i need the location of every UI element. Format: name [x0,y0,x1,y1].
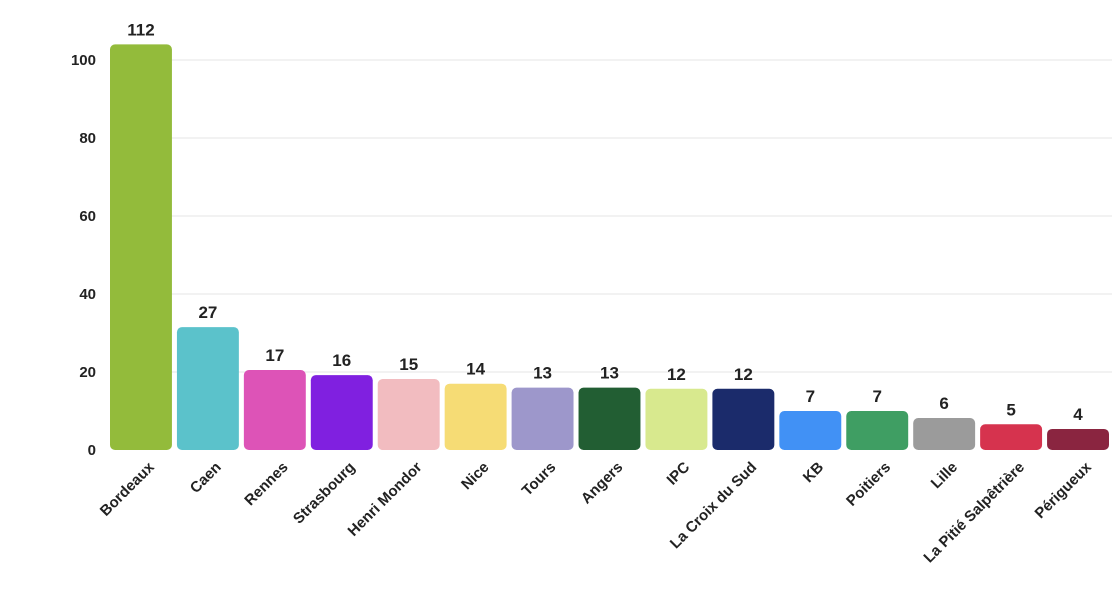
grid [168,59,1112,373]
bar [511,387,574,450]
data-label: 16 [332,351,351,370]
data-label: 17 [265,346,284,365]
y-tick-label: 100 [71,52,96,69]
x-tick-label: KB [800,459,827,486]
x-tick-label: Poitiers [843,459,894,510]
y-tick-label: 60 [79,208,96,225]
data-label: 13 [600,364,619,383]
x-tick-label: Tours [519,459,560,500]
bar [980,424,1043,450]
data-label: 12 [734,365,753,384]
bar [712,388,775,450]
data-label: 12 [667,365,686,384]
bar [377,379,440,450]
bar [779,411,842,450]
data-label: 14 [466,360,485,379]
bar [645,388,708,450]
bar [310,375,373,450]
y-tick-label: 0 [88,442,96,459]
bar [176,327,239,450]
data-label: 7 [806,387,815,406]
x-tick-label: Bordeaux [97,458,158,519]
data-label: 7 [872,387,881,406]
bar [444,383,507,450]
y-tick-label: 20 [79,364,96,381]
data-label: 6 [939,394,948,413]
bar [110,44,172,451]
y-tick-label: 40 [79,286,96,303]
data-label: 112 [127,20,154,39]
y-tick-label: 80 [79,130,96,147]
bar [1047,428,1109,450]
data-label: 13 [533,364,552,383]
y-axis-tick-labels: 0 20 40 60 80 100 [71,52,96,459]
x-tick-label: Caen [187,459,225,497]
x-tick-label: Lille [928,459,961,492]
data-label: 5 [1006,400,1015,419]
bar [243,370,306,450]
bars [110,44,1109,451]
x-tick-label: Rennes [241,459,291,509]
data-label: 27 [198,303,217,322]
x-tick-label: Nice [458,459,492,493]
bar [846,411,909,450]
x-tick-label: Angers [578,459,627,508]
data-labels: 112 27 17 16 15 14 13 13 12 12 7 7 6 5 4 [127,20,1083,424]
x-tick-label: IPC [664,459,694,489]
x-tick-label: Strasbourg [290,459,359,528]
bar [913,418,976,450]
x-tick-label: Périgueux [1032,458,1096,522]
data-label: 15 [399,355,418,374]
data-label: 4 [1073,405,1083,424]
bar [578,387,641,450]
